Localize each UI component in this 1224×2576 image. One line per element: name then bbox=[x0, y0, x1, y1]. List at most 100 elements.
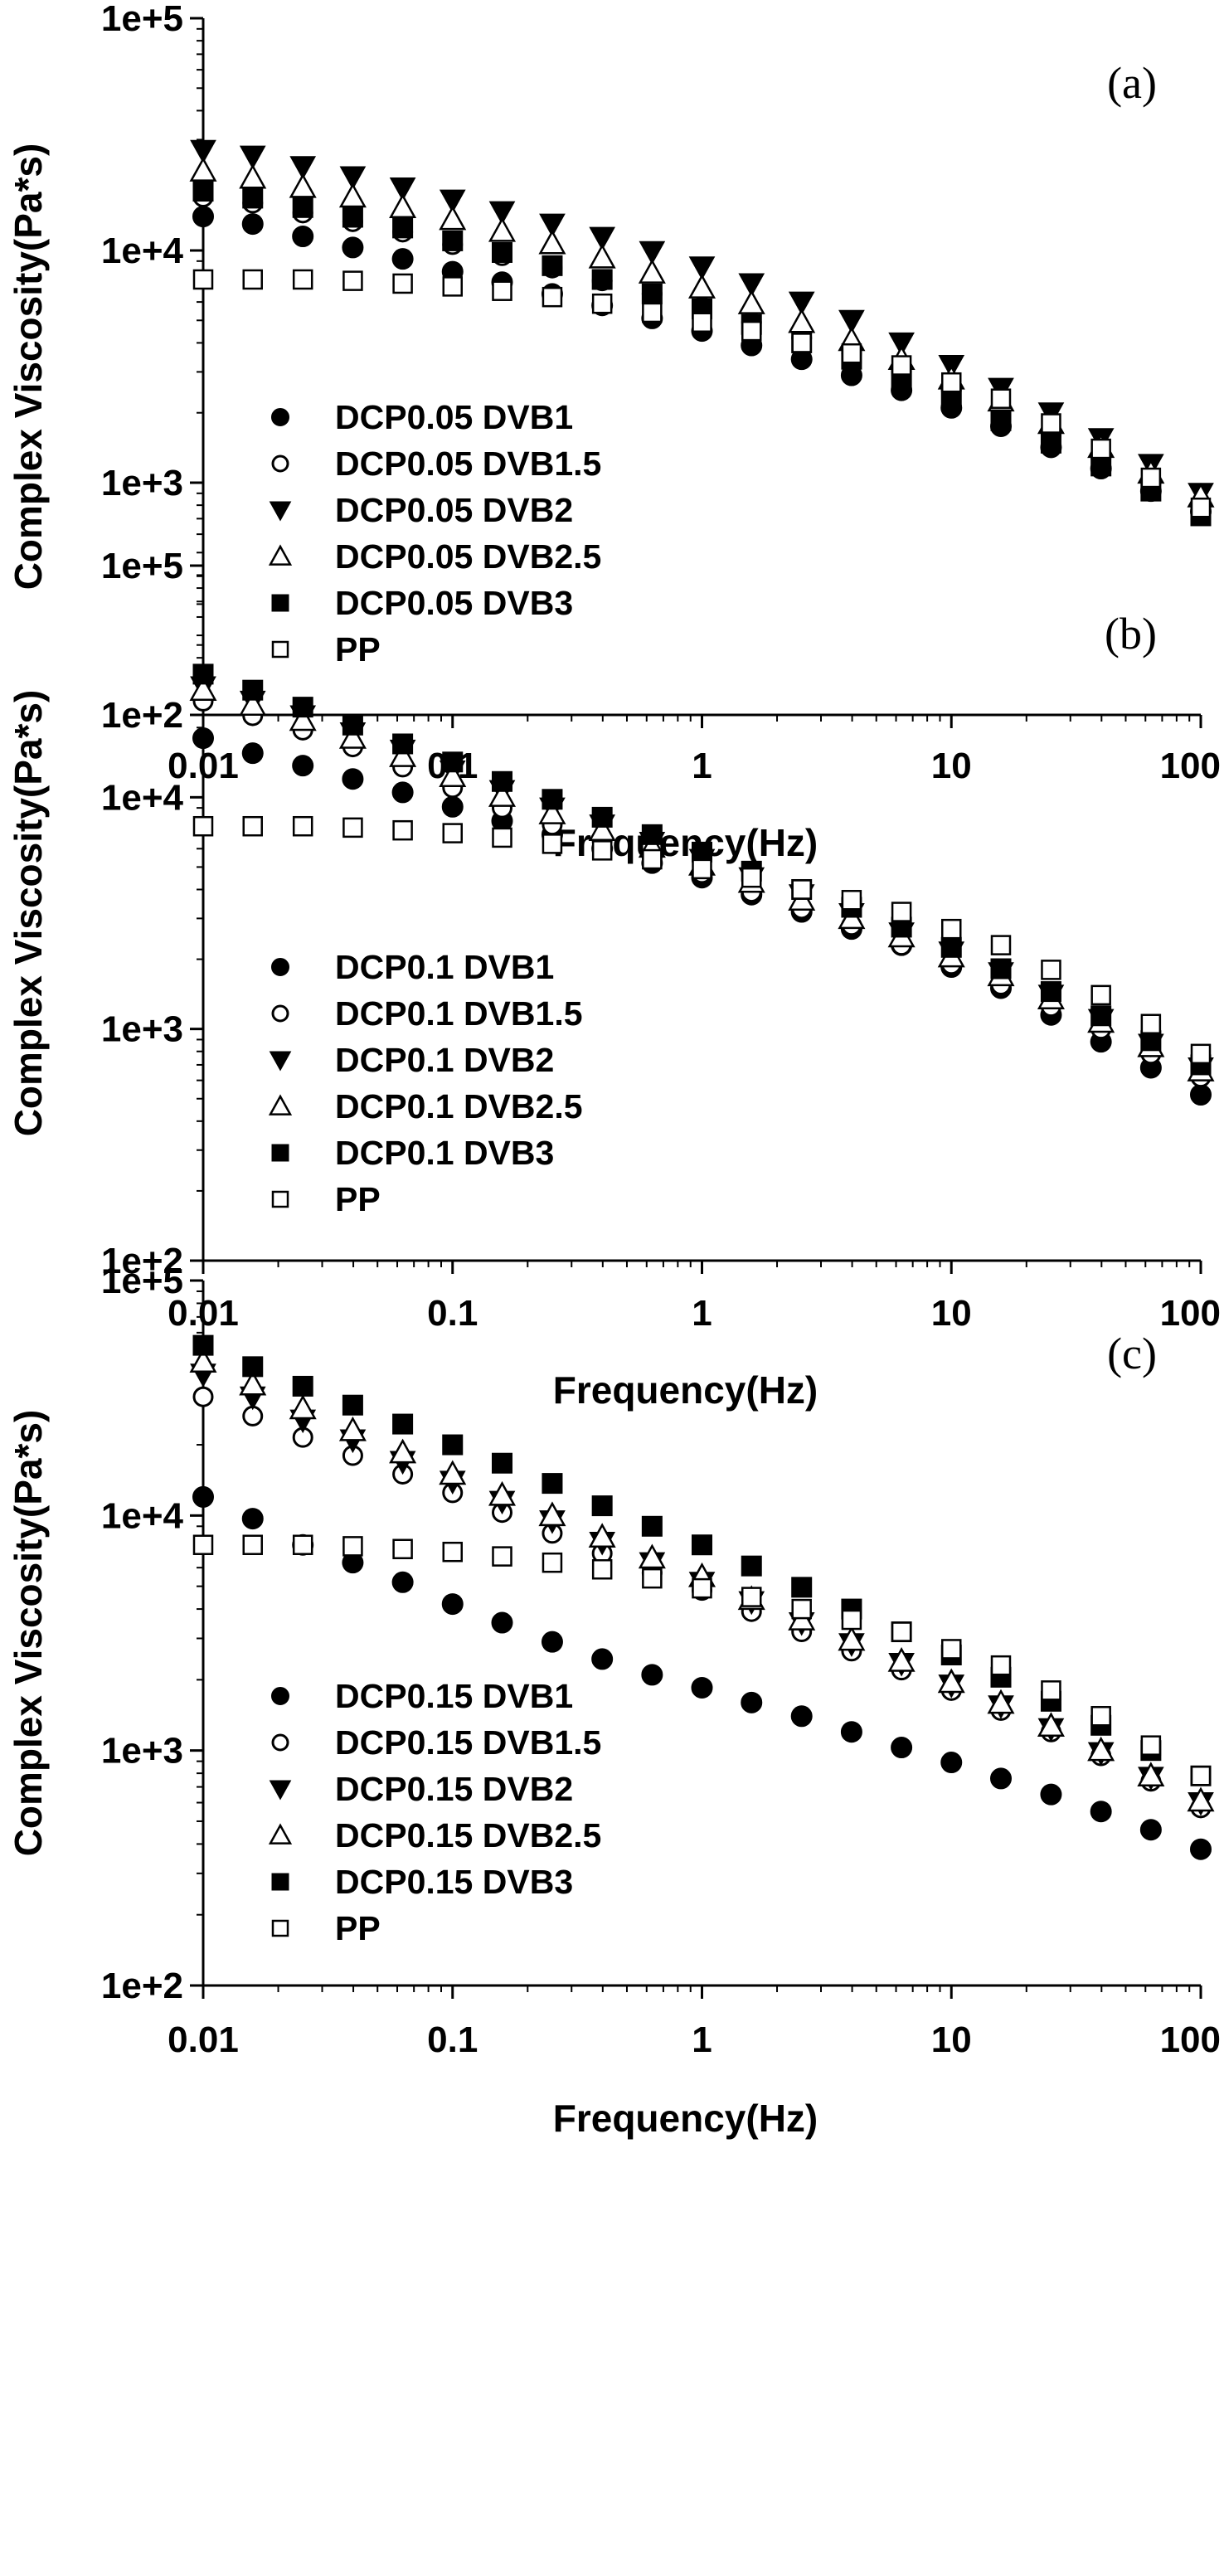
data-point bbox=[492, 1546, 512, 1567]
data-point bbox=[990, 410, 1012, 431]
legend-marker bbox=[271, 1190, 289, 1208]
data-point bbox=[838, 309, 865, 334]
data-point bbox=[588, 1523, 616, 1548]
data-point bbox=[192, 727, 214, 750]
data-point bbox=[392, 733, 414, 755]
data-point bbox=[192, 1485, 214, 1508]
data-point bbox=[342, 768, 364, 790]
data-point bbox=[442, 230, 464, 251]
data-point bbox=[442, 751, 464, 773]
data-point bbox=[391, 1571, 414, 1593]
data-point bbox=[339, 166, 367, 190]
data-point bbox=[342, 1394, 363, 1416]
data-point bbox=[641, 1664, 663, 1686]
data-point bbox=[940, 936, 962, 958]
data-point bbox=[838, 1626, 866, 1651]
data-point bbox=[541, 1631, 563, 1653]
data-point bbox=[342, 270, 363, 291]
x-tick-label: 100 bbox=[1160, 2019, 1221, 2060]
x-tick-label: 1 bbox=[692, 1293, 712, 1334]
y-tick-label: 1e+2 bbox=[101, 1966, 183, 2006]
y-tick-label: 1e+5 bbox=[101, 1261, 183, 1301]
data-point bbox=[588, 816, 616, 841]
data-point bbox=[441, 795, 464, 818]
data-point bbox=[439, 762, 467, 787]
data-point bbox=[342, 714, 363, 736]
data-point bbox=[239, 1370, 267, 1396]
data-point bbox=[242, 269, 263, 290]
series-5 bbox=[192, 663, 1212, 1076]
y-tick-label: 1e+2 bbox=[101, 1241, 183, 1281]
x-tick-label: 10 bbox=[931, 2019, 972, 2060]
data-point bbox=[292, 815, 313, 837]
legend-label: DCP0.1 DVB1 bbox=[335, 948, 554, 986]
data-point bbox=[691, 1676, 713, 1699]
data-point bbox=[791, 879, 812, 900]
legend-label: DCP0.15 DVB2.5 bbox=[335, 1816, 601, 1854]
data-point bbox=[639, 241, 666, 265]
legend-label: DCP0.05 DVB1 bbox=[335, 398, 573, 436]
x-axis-title: Frequency(Hz) bbox=[553, 2097, 818, 2140]
legend-marker bbox=[269, 501, 292, 522]
data-point bbox=[591, 1648, 614, 1670]
data-point bbox=[439, 1460, 467, 1485]
data-point bbox=[239, 691, 267, 716]
legend-marker bbox=[271, 1144, 289, 1162]
data-point bbox=[342, 817, 363, 838]
data-point bbox=[292, 226, 314, 248]
data-point bbox=[338, 1416, 367, 1441]
legend-label: DCP0.1 DVB2.5 bbox=[335, 1087, 583, 1125]
legend-label: DCP0.15 DVB3 bbox=[335, 1863, 573, 1901]
y-tick-label: 1e+2 bbox=[101, 695, 183, 736]
legend-marker bbox=[271, 1873, 289, 1891]
data-point bbox=[891, 1737, 913, 1759]
data-point bbox=[289, 1394, 317, 1420]
data-point bbox=[189, 676, 217, 701]
data-point bbox=[442, 1434, 464, 1456]
data-point bbox=[492, 827, 512, 848]
x-tick-label: 100 bbox=[1160, 1293, 1221, 1334]
data-point bbox=[292, 269, 313, 290]
data-point bbox=[342, 207, 363, 228]
data-point bbox=[192, 1334, 214, 1356]
data-point bbox=[192, 663, 214, 685]
x-tick-label: 1 bbox=[692, 2019, 712, 2060]
data-point bbox=[242, 1534, 263, 1555]
data-point bbox=[190, 139, 216, 164]
data-point bbox=[392, 1413, 414, 1435]
data-point bbox=[441, 1593, 464, 1616]
data-point bbox=[442, 1541, 463, 1563]
data-point bbox=[841, 343, 862, 364]
series-6 bbox=[192, 269, 1212, 518]
data-point bbox=[1137, 1762, 1165, 1787]
panel-label: (b) bbox=[1105, 609, 1157, 659]
data-point bbox=[1190, 1765, 1212, 1786]
data-point bbox=[1190, 1043, 1212, 1065]
legend-marker bbox=[271, 1733, 289, 1752]
data-point bbox=[538, 229, 566, 255]
data-point bbox=[788, 308, 816, 333]
legend-label: DCP0.15 DVB2 bbox=[335, 1770, 573, 1808]
y-tick-label: 1e+5 bbox=[101, 546, 183, 586]
data-point bbox=[342, 236, 364, 259]
data-point bbox=[1037, 1712, 1065, 1738]
data-point bbox=[292, 1534, 313, 1555]
data-point bbox=[392, 217, 414, 239]
legend-marker bbox=[271, 640, 289, 659]
data-point bbox=[1090, 1706, 1111, 1727]
data-point bbox=[741, 867, 762, 888]
data-point bbox=[1090, 455, 1112, 477]
data-point bbox=[189, 1348, 217, 1373]
data-point bbox=[292, 697, 313, 718]
data-point bbox=[791, 333, 812, 353]
data-point bbox=[241, 742, 264, 765]
data-point bbox=[192, 1534, 214, 1555]
y-tick-label: 1e+3 bbox=[101, 463, 183, 503]
data-point bbox=[937, 1668, 965, 1694]
data-point bbox=[642, 302, 663, 323]
y-tick-label: 1e+4 bbox=[101, 1495, 184, 1536]
legend: DCP0.1 DVB1 DCP0.1 DVB1.5 DCP0.1 DVB2 DCP0.… bbox=[268, 948, 583, 1218]
data-point bbox=[638, 259, 666, 284]
data-point bbox=[741, 1691, 763, 1713]
